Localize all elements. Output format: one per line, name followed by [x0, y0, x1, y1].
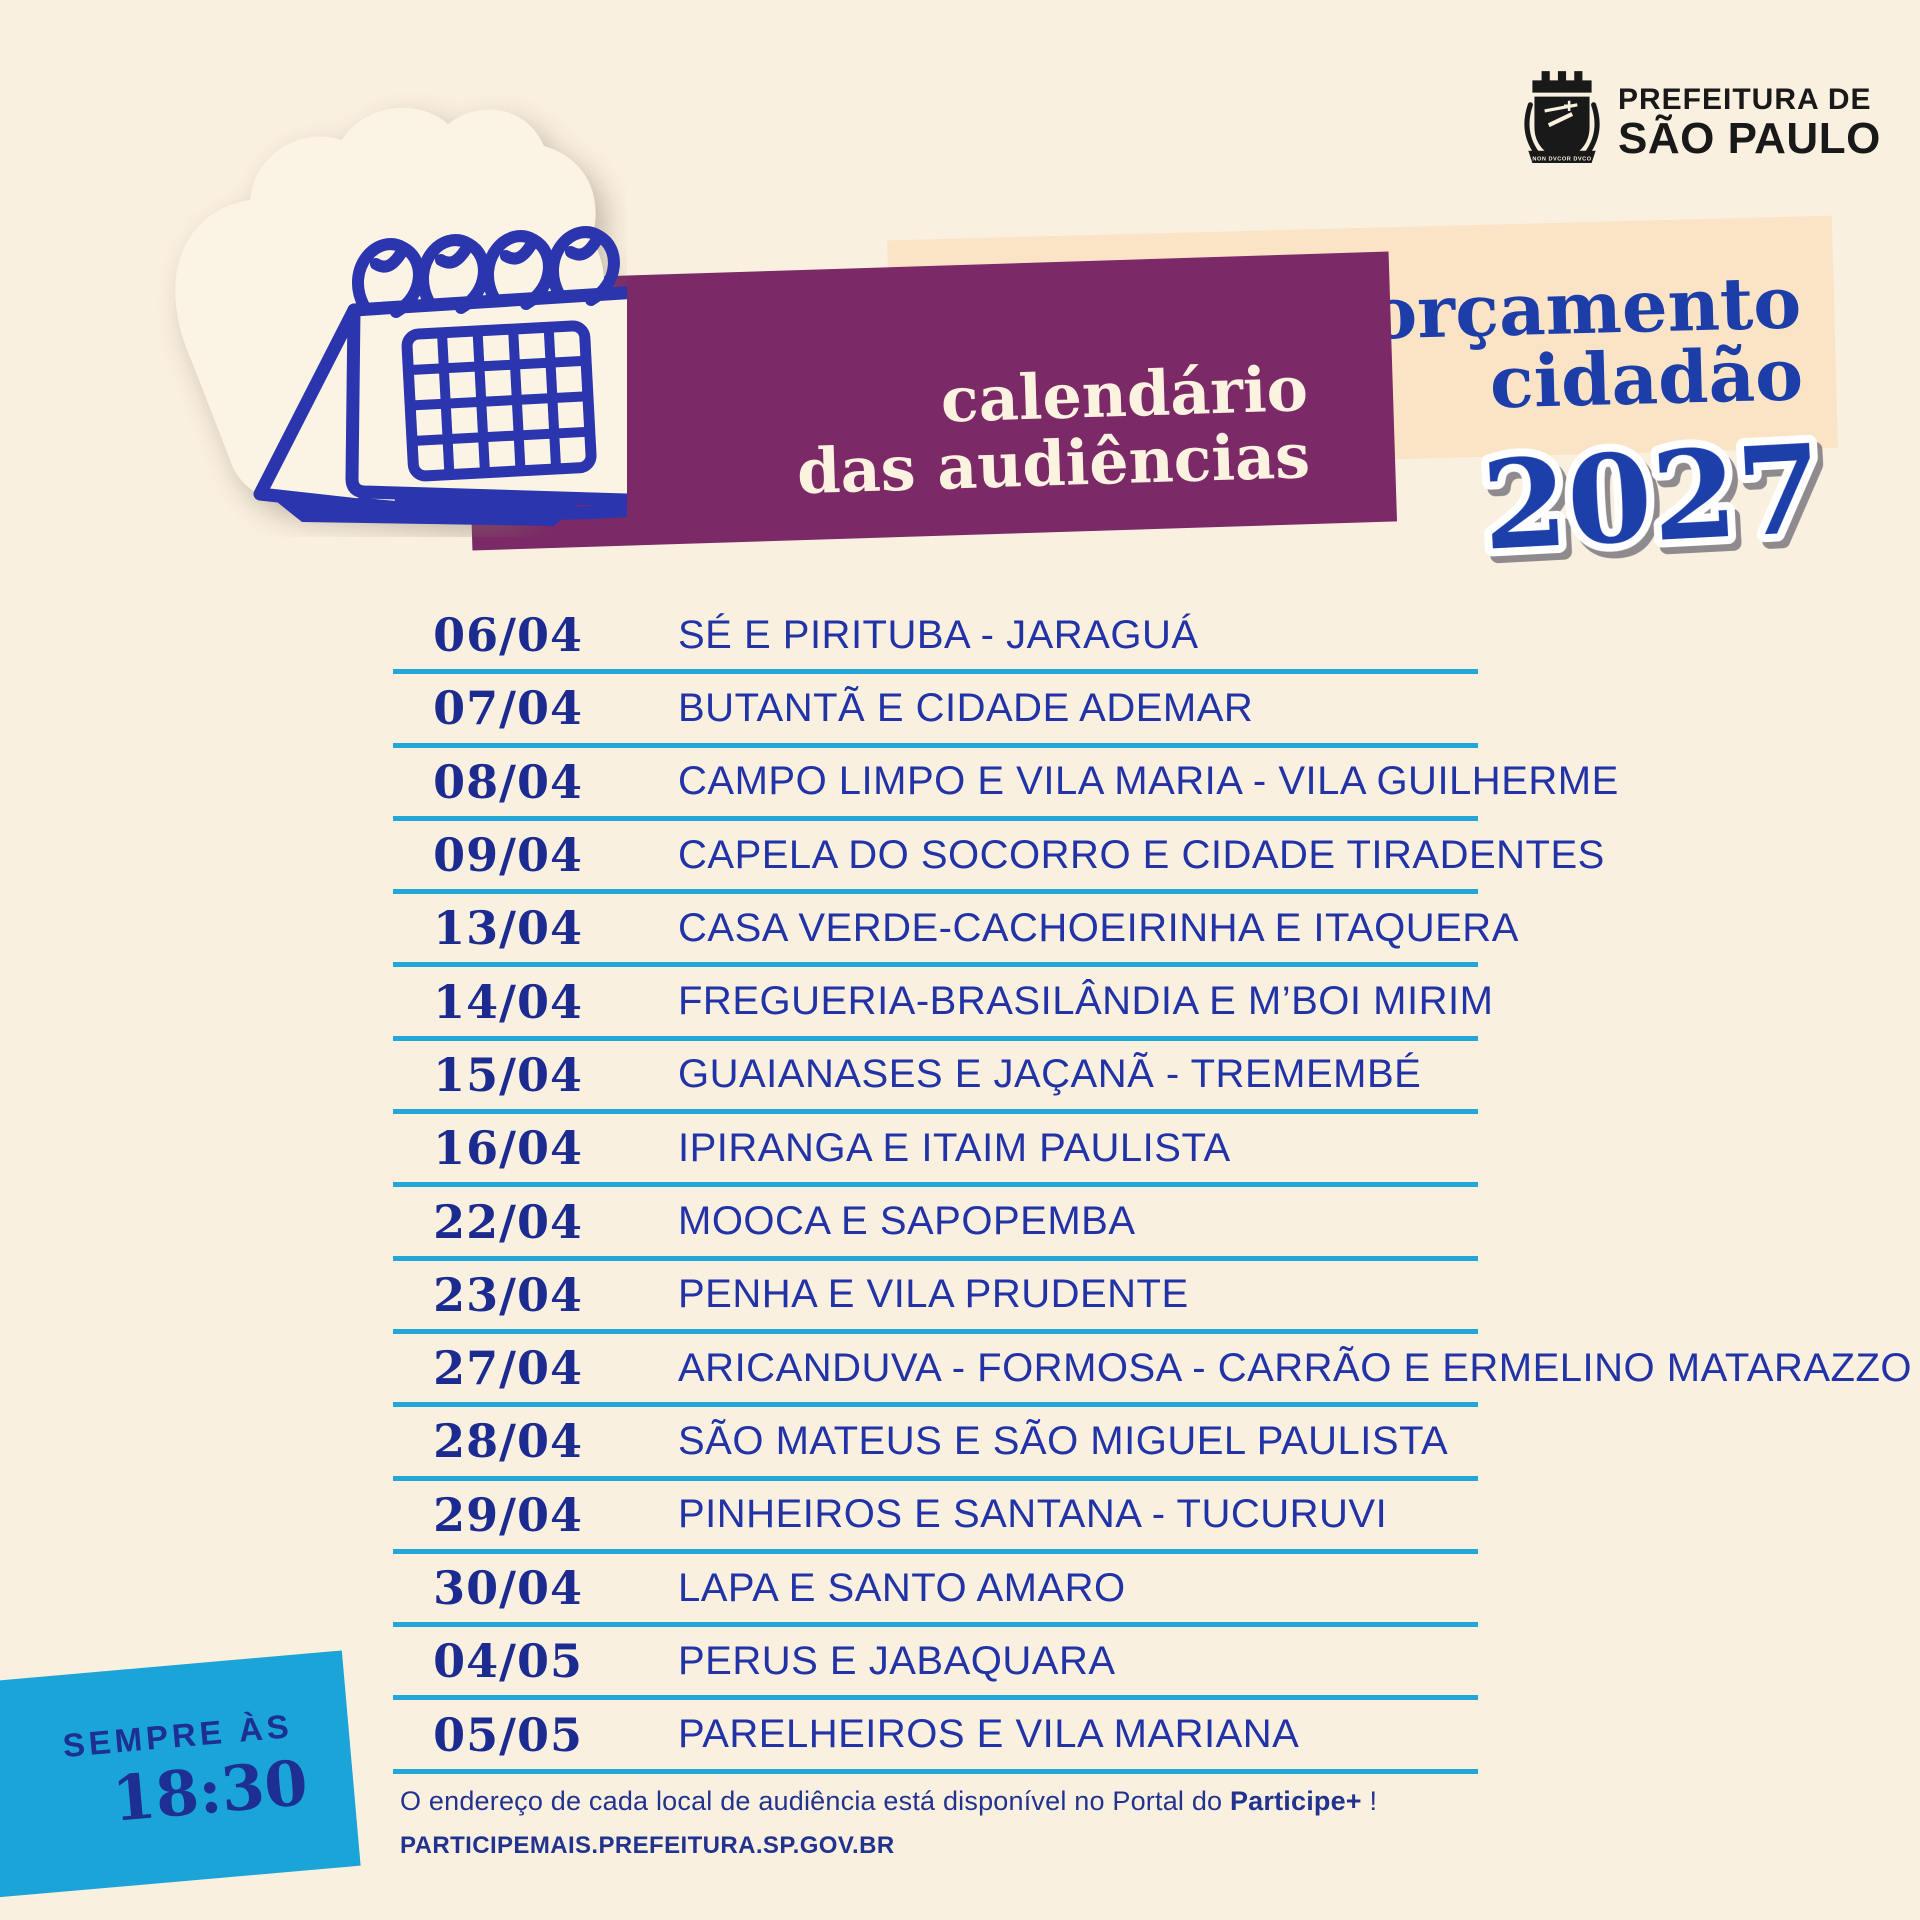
schedule-row: 07/04 BUTANTÃ E CIDADE ADEMAR	[393, 674, 1478, 748]
audience-date: 04/05	[433, 1634, 583, 1689]
audience-location: BUTANTÃ E CIDADE ADEMAR	[678, 685, 1254, 730]
schedule-row: 05/05 PARELHEIROS E VILA MARIANA	[393, 1700, 1478, 1774]
schedule-row: 16/04 IPIRANGA E ITAIM PAULISTA	[393, 1114, 1478, 1188]
audience-location: GUAIANASES E JAÇANÃ - TREMEMBÉ	[678, 1052, 1422, 1097]
program-title: orçamento cidadão	[1368, 259, 1804, 424]
audience-date: 08/04	[433, 754, 583, 809]
calendar-icon	[175, 107, 657, 526]
audience-location: PARELHEIROS E VILA MARIANA	[678, 1712, 1300, 1757]
audience-location: PINHEIROS E SANTANA - TUCURUVI	[678, 1492, 1388, 1537]
schedule-row: 09/04 CAPELA DO SOCORRO E CIDADE TIRADENT…	[393, 821, 1604, 895]
audience-location: PERUS E JABAQUARA	[678, 1638, 1116, 1683]
schedule-table: 06/04 SÉ E PIRITUBA - JARAGUÁ 07/04 BUTANTÃ…	[393, 601, 1912, 1774]
audience-location: CAMPO LIMPO E VILA MARIA - VILA GUILHERM…	[678, 759, 1619, 804]
schedule-row: 04/05 PERUS E JABAQUARA	[393, 1627, 1478, 1701]
audience-location: CASA VERDE-CACHOEIRINHA E ITAQUERA	[678, 905, 1519, 950]
audience-date: 22/04	[433, 1194, 583, 1249]
audience-date: 28/04	[433, 1414, 583, 1469]
year-badge: 2027	[1462, 402, 1842, 592]
footer-note-prefix: O endereço de cada local de audiência es…	[400, 1786, 1230, 1816]
year-text: 2027	[1479, 416, 1826, 578]
prefeitura-logo: NON DVCOR DVCO PREFEITURA DE SÃO PAULO	[1524, 64, 1881, 164]
logo-text: PREFEITURA DE SÃO PAULO	[1618, 64, 1881, 164]
coat-of-arms-icon: NON DVCOR DVCO	[1524, 71, 1600, 163]
schedule-row: 23/04 PENHA E VILA PRUDENTE	[393, 1261, 1478, 1334]
calendar-illustration	[92, 52, 657, 542]
footer-note: O endereço de cada local de audiência es…	[400, 1786, 1377, 1817]
audience-date: 13/04	[433, 901, 583, 956]
title-line-2: das audiências	[795, 419, 1312, 509]
footer-url: PARTICIPEMAIS.PREFEITURA.SP.GOV.BR	[400, 1832, 895, 1859]
schedule-row: 22/04 MOOCA E SAPOPEMBA	[393, 1187, 1478, 1261]
audience-date: 16/04	[433, 1121, 583, 1176]
audience-location: SÉ E PIRITUBA - JARAGUÁ	[678, 612, 1199, 657]
audience-date: 09/04	[433, 828, 583, 883]
schedule-row: 29/04 PINHEIROS E SANTANA - TUCURUVI	[393, 1481, 1478, 1554]
audience-date: 27/04	[433, 1341, 583, 1396]
time-badge: SEMPRE ÀS 18:30	[0, 1650, 361, 1902]
audience-location: PENHA E VILA PRUDENTE	[678, 1272, 1189, 1317]
schedule-row: 28/04 SÃO MATEUS E SÃO MIGUEL PAULISTA	[393, 1407, 1478, 1481]
schedule-row: 06/04 SÉ E PIRITUBA - JARAGUÁ	[393, 601, 1478, 675]
audience-location: MOOCA E SAPOPEMBA	[678, 1199, 1136, 1244]
logo-line-2: SÃO PAULO	[1618, 114, 1881, 163]
audience-location: FREGUERIA-BRASILÂNDIA E M’BOI MIRIM	[678, 979, 1494, 1024]
schedule-row: 30/04 LAPA E SANTO AMARO	[393, 1554, 1478, 1628]
audience-location: CAPELA DO SOCORRO E CIDADE TIRADENTES	[678, 832, 1605, 877]
schedule-row: 14/04 FREGUERIA-BRASILÂNDIA E M’BOI MIRIM	[393, 967, 1493, 1041]
logo-line-1: PREFEITURA DE	[1618, 83, 1872, 116]
schedule-row: 27/04 ARICANDUVA - FORMOSA - CARRÃO E ERM…	[393, 1334, 1912, 1408]
schedule-row: 15/04 GUAIANASES E JAÇANÃ - TREMEMBÉ	[393, 1041, 1478, 1115]
audience-location: IPIRANGA E ITAIM PAULISTA	[678, 1125, 1231, 1170]
crest-motto: NON DVCOR DVCO	[1532, 156, 1591, 162]
audience-date: 07/04	[433, 681, 583, 736]
audience-date: 06/04	[433, 608, 583, 663]
audience-location: ARICANDUVA - FORMOSA - CARRÃO E ERMELINO…	[678, 1345, 1913, 1390]
audience-date: 14/04	[433, 974, 583, 1029]
footer-note-suffix: !	[1361, 1786, 1378, 1816]
footer-note-bold: Participe+	[1229, 1786, 1362, 1816]
audience-date: 23/04	[433, 1267, 583, 1322]
footer: O endereço de cada local de audiência es…	[400, 1786, 1377, 1860]
audience-location: SÃO MATEUS E SÃO MIGUEL PAULISTA	[678, 1418, 1449, 1463]
audience-date: 05/05	[433, 1707, 583, 1762]
audience-location: LAPA E SANTO AMARO	[678, 1565, 1126, 1610]
time-badge-time: 18:30	[109, 1745, 311, 1836]
audience-date: 30/04	[433, 1561, 583, 1615]
schedule-row: 13/04 CASA VERDE-CACHOEIRINHA E ITAQUERA	[393, 894, 1518, 968]
audience-date: 15/04	[433, 1047, 583, 1102]
schedule-row: 08/04 CAMPO LIMPO E VILA MARIA - VILA GUI…	[393, 748, 1618, 821]
audience-date: 29/04	[433, 1487, 583, 1542]
